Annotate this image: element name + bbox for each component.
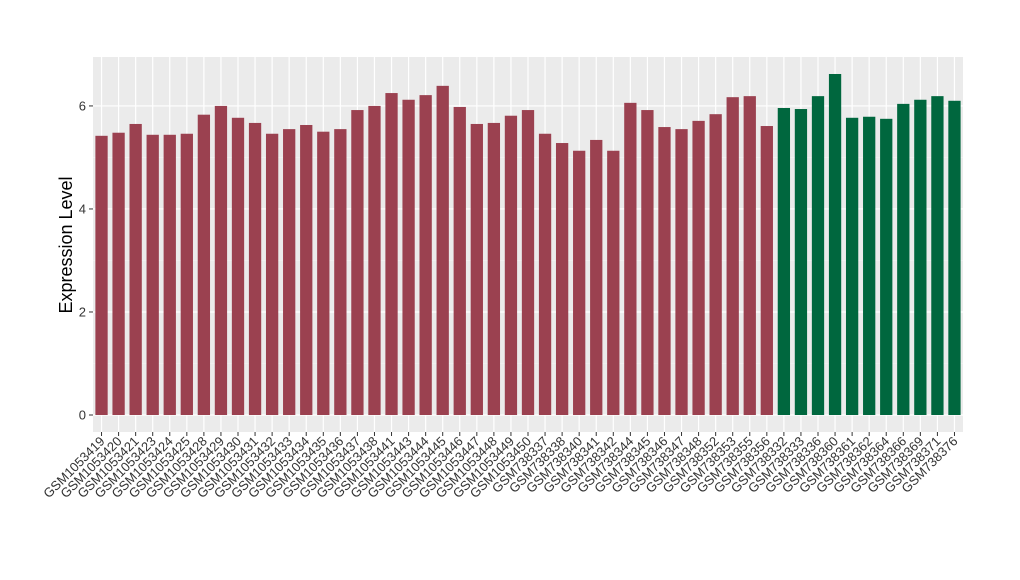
bar [248, 122, 262, 416]
bar [453, 106, 466, 416]
bar [709, 114, 722, 416]
bar [146, 134, 159, 416]
bar [470, 123, 483, 416]
bar [95, 135, 108, 416]
bar [385, 93, 398, 416]
bar [351, 110, 364, 416]
y-axis-label: Expression Level [56, 176, 76, 313]
bar [692, 120, 705, 416]
bar [811, 96, 825, 416]
bar [538, 133, 552, 416]
bar [931, 96, 944, 416]
bar [641, 110, 654, 416]
bar [402, 99, 415, 416]
bar [283, 129, 296, 416]
y-tick-label: 2 [79, 304, 86, 319]
bar [607, 150, 620, 416]
bar [214, 105, 228, 416]
bar [163, 134, 176, 416]
y-tick-label: 4 [79, 201, 86, 216]
bar [590, 139, 603, 416]
bar [845, 117, 859, 416]
bar [231, 117, 245, 416]
bar [129, 123, 142, 416]
bar [914, 99, 927, 416]
bar [487, 122, 501, 416]
bar [675, 129, 688, 416]
bar [180, 133, 193, 416]
bar [760, 126, 773, 416]
bar [880, 118, 893, 416]
y-tick-label: 6 [79, 98, 86, 113]
bar [419, 95, 432, 416]
bar [624, 102, 637, 416]
bar [828, 73, 842, 416]
bar [112, 132, 125, 416]
bar [777, 107, 791, 416]
bar [265, 133, 279, 416]
bar [317, 131, 330, 416]
bar [573, 150, 586, 416]
bar [743, 96, 756, 416]
bar [300, 124, 313, 416]
bar [521, 110, 535, 416]
bar [368, 105, 381, 416]
bar [726, 97, 739, 416]
bar [504, 115, 518, 416]
bar [948, 100, 961, 416]
bar [197, 114, 211, 416]
y-tick-label: 0 [79, 408, 86, 423]
bar [794, 109, 808, 416]
bar [863, 116, 876, 416]
bar [555, 143, 569, 416]
bar [897, 103, 910, 416]
bar [334, 129, 347, 416]
bar [436, 85, 449, 416]
bar [658, 127, 671, 416]
